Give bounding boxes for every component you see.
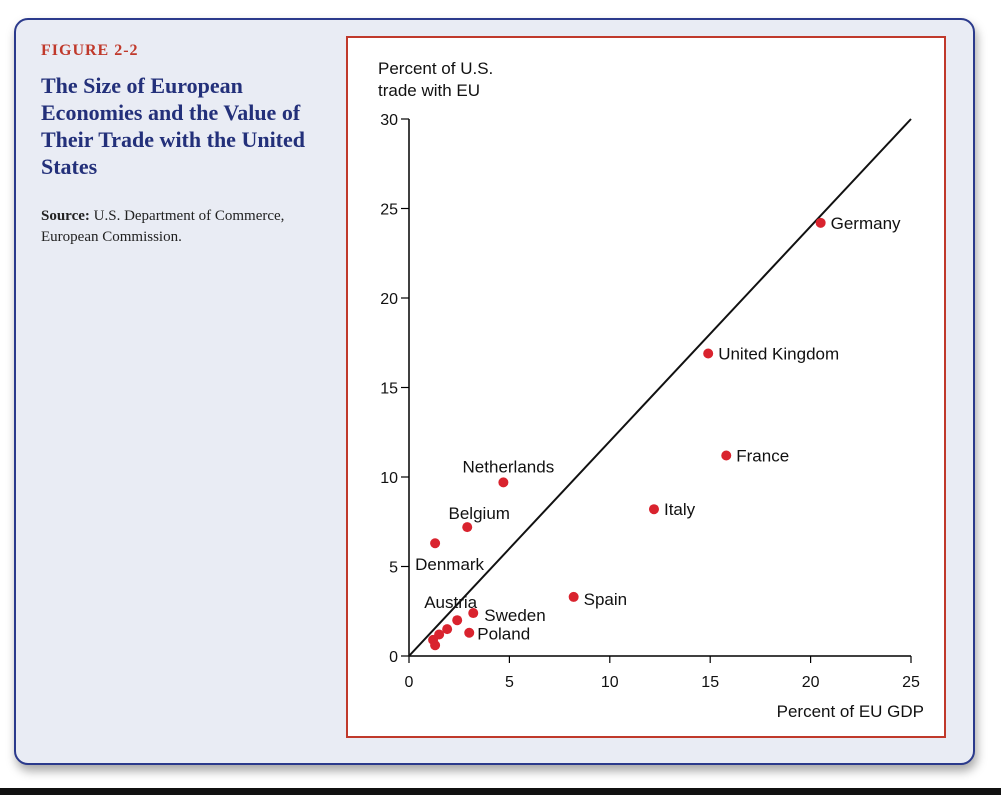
y-tick-label: 20: [380, 291, 398, 308]
data-point: [430, 538, 441, 549]
figure-label: FIGURE 2-2: [41, 42, 139, 59]
point-label: Denmark: [415, 555, 484, 574]
x-tick-label: 20: [802, 674, 820, 691]
point-label: Austria: [424, 593, 477, 612]
y-tick-label: 25: [380, 202, 398, 219]
data-point: [452, 615, 463, 626]
point-label: Sweden: [484, 606, 545, 625]
screen-bottom-strip: [0, 788, 1001, 795]
data-point: [462, 522, 473, 533]
data-point: [721, 450, 732, 461]
source-label: Source:: [41, 208, 90, 224]
data-point: [464, 627, 475, 638]
y-tick-label: 5: [389, 560, 398, 577]
plot-frame: [346, 36, 946, 738]
diagonal-line: [408, 118, 912, 657]
x-tick-label: 25: [902, 674, 920, 691]
data-point: [815, 217, 826, 228]
data-point: [430, 640, 441, 651]
point-label: United Kingdom: [718, 344, 839, 363]
x-axis-label: Percent of EU GDP: [777, 702, 924, 721]
y-tick-label: 0: [389, 649, 398, 666]
x-tick-label: 10: [601, 674, 619, 691]
y-axis-label: Percent of U.S.: [378, 59, 493, 78]
figure-source: Source: U.S. Department of Commerce, Eur…: [41, 206, 331, 248]
point-label: France: [736, 447, 789, 466]
data-point: [703, 348, 714, 359]
data-point: [468, 608, 479, 619]
y-tick-label: 10: [380, 470, 398, 487]
point-label: Netherlands: [463, 457, 555, 476]
point-label: Poland: [477, 625, 530, 644]
y-axis-label: trade with EU: [378, 81, 480, 100]
x-tick-label: 15: [701, 674, 719, 691]
point-label: Germany: [831, 214, 901, 233]
point-label: Belgium: [449, 504, 510, 523]
x-tick-label: 5: [505, 674, 514, 691]
data-point: [498, 477, 509, 488]
x-tick-label: 0: [405, 674, 414, 691]
data-point: [568, 591, 579, 602]
point-label: Italy: [664, 500, 696, 519]
data-point: [648, 504, 659, 515]
y-tick-label: 30: [380, 112, 398, 129]
figure-title: The Size of European Economies and the V…: [41, 73, 306, 179]
point-label: Spain: [584, 590, 627, 609]
y-tick-label: 15: [380, 381, 398, 398]
data-point: [442, 624, 453, 635]
source-text: U.S. Department of Commerce, European Co…: [41, 208, 285, 245]
